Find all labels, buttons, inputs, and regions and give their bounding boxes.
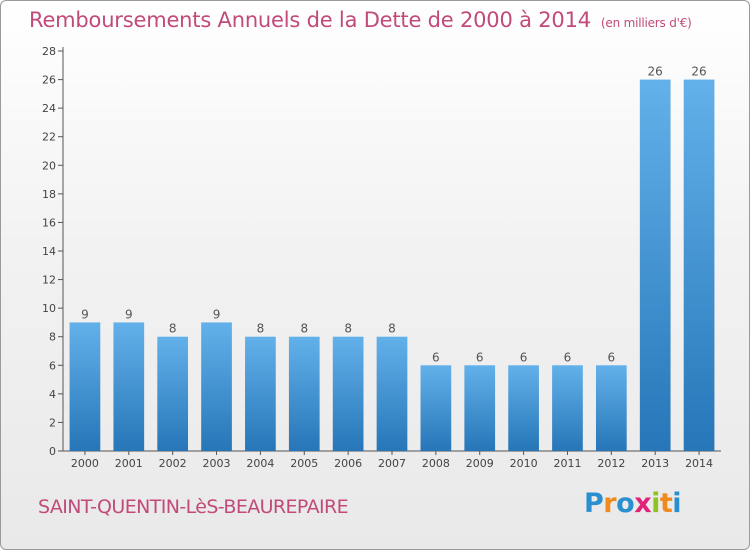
x-tick-label: 2009 xyxy=(466,457,494,470)
y-tick-label: 26 xyxy=(42,74,56,87)
data-label: 6 xyxy=(564,350,572,364)
logo-letter: t xyxy=(659,488,673,519)
bar xyxy=(420,365,452,451)
y-tick-label: 22 xyxy=(42,131,56,144)
x-tick-label: 2003 xyxy=(203,457,231,470)
bar xyxy=(639,79,671,452)
bar xyxy=(288,336,320,451)
x-tick-label: 2008 xyxy=(422,457,450,470)
bar xyxy=(464,365,496,451)
y-tick-label: 10 xyxy=(42,302,56,315)
x-tick-label: 2007 xyxy=(378,457,406,470)
bar xyxy=(552,365,583,451)
data-label: 6 xyxy=(432,350,440,364)
bar xyxy=(69,322,101,451)
data-label: 6 xyxy=(476,350,484,364)
x-tick-label: 2006 xyxy=(334,457,362,470)
bar xyxy=(113,322,145,451)
x-tick-label: 2001 xyxy=(115,457,143,470)
logo-letter: i xyxy=(672,488,682,519)
data-label: 26 xyxy=(691,65,706,79)
data-labels: 9 9 8 9 8 8 8 8 6 6 6 6 6 26 26 xyxy=(81,65,707,365)
y-tick-label: 18 xyxy=(42,188,56,201)
town-name: SAINT-QUENTIN-LèS-BEAUREPAIRE xyxy=(38,496,349,518)
logo-letter: i xyxy=(651,488,660,519)
bar xyxy=(332,336,364,451)
data-label: 6 xyxy=(520,350,528,364)
logo-letter: r xyxy=(603,488,617,519)
data-label: 9 xyxy=(125,307,133,321)
y-tick-label: 6 xyxy=(49,359,56,372)
data-label: 8 xyxy=(300,322,308,336)
x-tick-label: 2004 xyxy=(246,457,274,470)
bar xyxy=(201,322,232,451)
bar xyxy=(376,336,408,451)
data-label: 6 xyxy=(608,350,616,364)
data-label: 8 xyxy=(257,322,265,336)
bar xyxy=(683,79,715,452)
chart-unit: (en milliers d'€) xyxy=(600,16,692,30)
y-tick-label: 28 xyxy=(42,45,56,58)
y-tick-label: 8 xyxy=(49,331,56,344)
y-tick-label: 24 xyxy=(42,102,56,115)
data-label: 9 xyxy=(81,307,89,321)
x-tick-label: 2010 xyxy=(510,457,538,470)
y-tick-label: 2 xyxy=(49,416,56,429)
y-tick-label: 20 xyxy=(42,159,56,172)
data-label: 8 xyxy=(344,322,352,336)
y-tick-label: 14 xyxy=(42,245,56,258)
x-tick-label: 2005 xyxy=(290,457,318,470)
proxiti-logo[interactable]: Proxiti xyxy=(584,488,682,519)
x-tick-label: 2002 xyxy=(159,457,187,470)
x-tick-label: 2012 xyxy=(597,457,625,470)
logo-letter: x xyxy=(634,488,652,519)
x-tick-label: 2000 xyxy=(71,457,99,470)
data-label: 9 xyxy=(213,307,221,321)
data-label: 8 xyxy=(388,322,396,336)
y-tick-label: 12 xyxy=(42,274,56,287)
data-label: 8 xyxy=(169,322,177,336)
x-tick-label: 2011 xyxy=(553,457,581,470)
y-tick-label: 4 xyxy=(49,388,56,401)
bars xyxy=(69,79,715,452)
chart-title-text: Remboursements Annuels de la Dette de 20… xyxy=(29,8,591,32)
chart-title: Remboursements Annuels de la Dette de 20… xyxy=(29,8,692,32)
data-label: 26 xyxy=(648,65,663,79)
x-tick-label: 2013 xyxy=(641,457,669,470)
bar xyxy=(157,336,189,451)
bar xyxy=(245,336,276,451)
logo-letter: o xyxy=(616,488,635,519)
x-tick-label: 2014 xyxy=(685,457,713,470)
y-tick-label: 0 xyxy=(49,445,56,458)
logo-letter: P xyxy=(584,488,604,519)
y-tick-label: 16 xyxy=(42,216,56,229)
bar xyxy=(595,365,627,451)
bar xyxy=(508,365,539,451)
